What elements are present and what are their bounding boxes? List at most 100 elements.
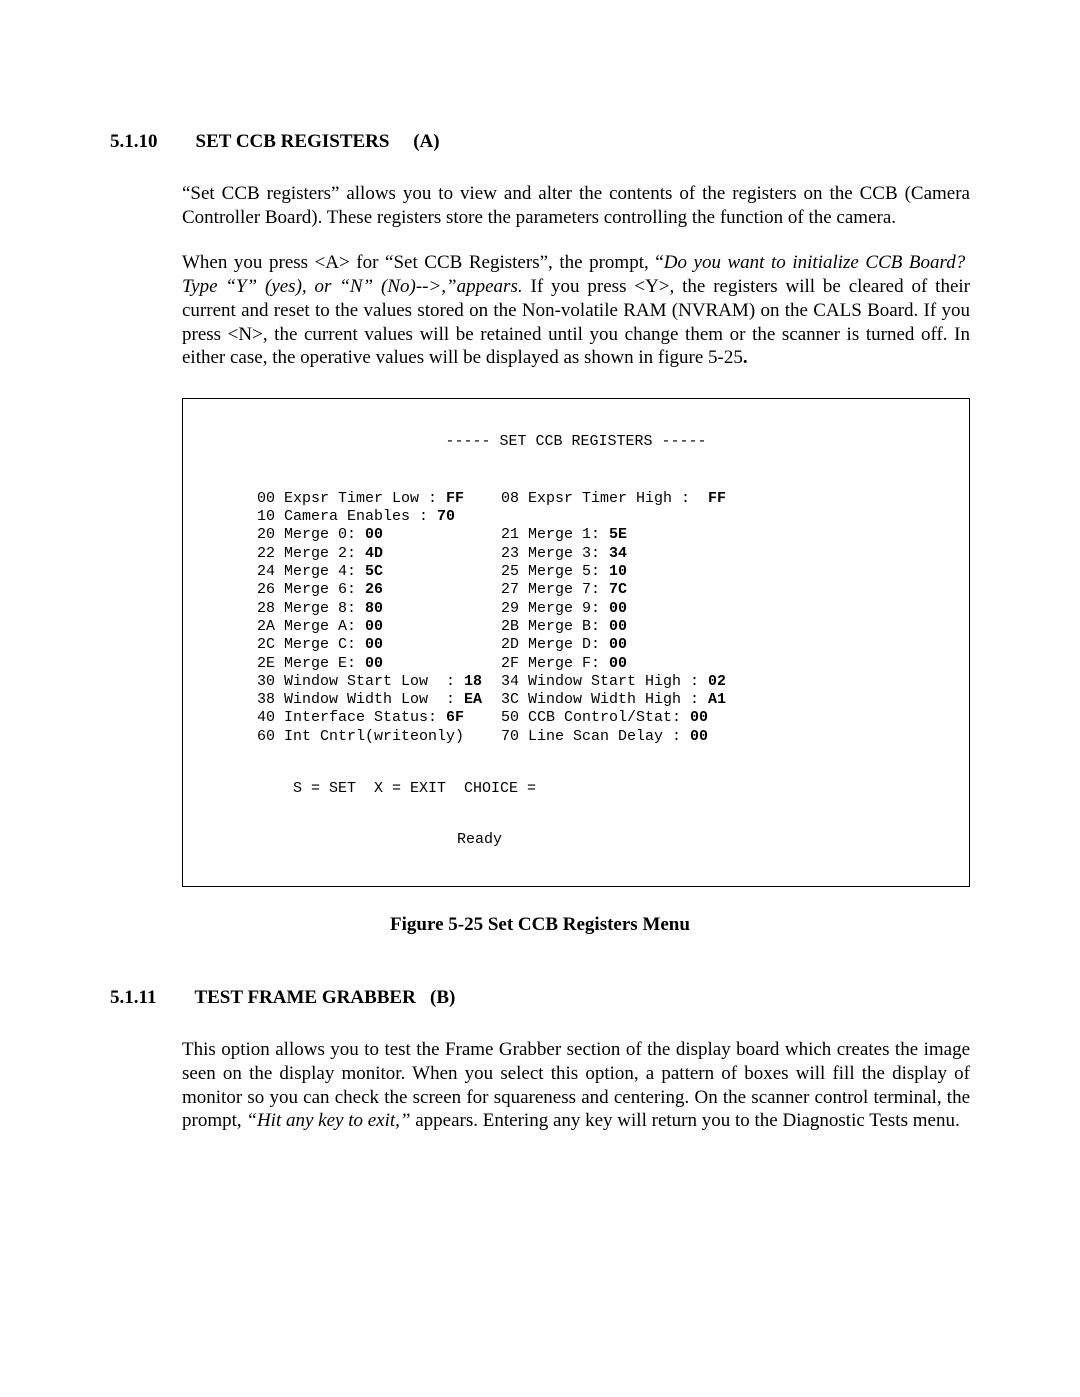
- reg-label: Merge A:: [275, 618, 365, 635]
- register-cell-left: 26 Merge 6: 26: [201, 581, 501, 599]
- reg-label: Merge F:: [519, 655, 609, 672]
- reg-addr: 60: [257, 728, 275, 745]
- register-cell-left: 30 Window Start Low : 18: [201, 673, 501, 691]
- register-cell-right: 27 Merge 7: 7C: [501, 581, 627, 599]
- register-cell-left: 38 Window Width Low : EA: [201, 691, 501, 709]
- register-row: 2C Merge C: 002D Merge D: 00: [201, 636, 951, 654]
- register-row: 30 Window Start Low : 1834 Window Start …: [201, 673, 951, 691]
- register-cell-right: 2F Merge F: 00: [501, 655, 627, 673]
- reg-label: CCB Control/Stat:: [519, 709, 690, 726]
- reg-value: FF: [446, 490, 464, 507]
- reg-addr: 23: [501, 545, 519, 562]
- register-cell-left: 2A Merge A: 00: [201, 618, 501, 636]
- register-row: 2E Merge E: 002F Merge F: 00: [201, 655, 951, 673]
- reg-addr: 40: [257, 709, 275, 726]
- reg-value: 02: [708, 673, 726, 690]
- register-cell-right: 25 Merge 5: 10: [501, 563, 627, 581]
- reg-value: 18: [464, 673, 482, 690]
- register-cell-right: 34 Window Start High : 02: [501, 673, 726, 691]
- register-cell-right: 2B Merge B: 00: [501, 618, 627, 636]
- reg-label: Camera Enables :: [275, 508, 437, 525]
- ready-status: Ready: [201, 831, 951, 849]
- reg-label: Merge 7:: [519, 581, 609, 598]
- reg-value: 00: [365, 636, 383, 653]
- reg-value: 80: [365, 600, 383, 617]
- reg-addr: 21: [501, 526, 519, 543]
- reg-label: Interface Status:: [275, 709, 446, 726]
- register-row: 24 Merge 4: 5C25 Merge 5: 10: [201, 563, 951, 581]
- reg-label: Merge C:: [275, 636, 365, 653]
- reg-addr: 26: [257, 581, 275, 598]
- choice-prompt: S = SET X = EXIT CHOICE =: [201, 780, 951, 798]
- reg-label: Window Width Low :: [275, 691, 464, 708]
- reg-label: Expsr Timer High :: [519, 490, 708, 507]
- reg-value: FF: [708, 490, 726, 507]
- heading-number: 5.1.10: [110, 130, 158, 154]
- register-cell-left: 00 Expsr Timer Low : FF: [201, 490, 501, 508]
- reg-addr: 00: [257, 490, 275, 507]
- reg-label: Merge 8:: [275, 600, 365, 617]
- register-cell-left: 22 Merge 2: 4D: [201, 545, 501, 563]
- reg-label: Merge 5:: [519, 563, 609, 580]
- para3-italic: “Hit any key to exit,”: [246, 1110, 415, 1131]
- reg-label: Line Scan Delay :: [519, 728, 690, 745]
- reg-value: 34: [609, 545, 627, 562]
- reg-label: Merge 1:: [519, 526, 609, 543]
- register-cell-right: 21 Merge 1: 5E: [501, 526, 627, 544]
- reg-addr: 50: [501, 709, 519, 726]
- reg-addr: 22: [257, 545, 275, 562]
- reg-addr: 10: [257, 508, 275, 525]
- para3-part-b: appears. Entering any key will return yo…: [415, 1110, 959, 1131]
- reg-label: Merge 6:: [275, 581, 365, 598]
- para2-part-a: When you press <A> for “Set CCB Register…: [182, 252, 664, 273]
- register-cell-right: 70 Line Scan Delay : 00: [501, 728, 708, 746]
- reg-label: Window Width High :: [519, 691, 708, 708]
- paragraph-3: This option allows you to test the Frame…: [182, 1038, 970, 1133]
- register-cell-right: 29 Merge 9: 00: [501, 600, 627, 618]
- register-row: 38 Window Width Low : EA3C Window Width …: [201, 691, 951, 709]
- reg-value: 00: [365, 526, 383, 543]
- register-cell-left: 60 Int Cntrl(writeonly): [201, 728, 501, 746]
- reg-addr: 2D: [501, 636, 519, 653]
- reg-value: 00: [365, 618, 383, 635]
- reg-label: Window Start Low :: [275, 673, 464, 690]
- register-row: 22 Merge 2: 4D23 Merge 3: 34: [201, 545, 951, 563]
- reg-label: Expsr Timer Low :: [275, 490, 446, 507]
- heading-title: TEST FRAME GRABBER (B): [194, 986, 455, 1010]
- register-cell-left: 28 Merge 8: 80: [201, 600, 501, 618]
- reg-addr: 2E: [257, 655, 275, 672]
- register-cell-right: 50 CCB Control/Stat: 00: [501, 709, 708, 727]
- reg-value: 00: [609, 618, 627, 635]
- reg-addr: 2F: [501, 655, 519, 672]
- reg-value: 7C: [609, 581, 627, 598]
- reg-addr: 25: [501, 563, 519, 580]
- reg-addr: 24: [257, 563, 275, 580]
- register-row: 20 Merge 0: 0021 Merge 1: 5E: [201, 526, 951, 544]
- reg-value: 00: [609, 636, 627, 653]
- paragraph-2: When you press <A> for “Set CCB Register…: [182, 251, 970, 370]
- reg-value: 6F: [446, 709, 464, 726]
- reg-label: Merge B:: [519, 618, 609, 635]
- reg-value: 00: [690, 728, 708, 745]
- register-row: 60 Int Cntrl(writeonly)70 Line Scan Dela…: [201, 728, 951, 746]
- reg-value: 70: [437, 508, 455, 525]
- reg-value: 00: [609, 655, 627, 672]
- section-heading-5-1-10: 5.1.10 SET CCB REGISTERS (A): [110, 130, 970, 154]
- reg-addr: 2B: [501, 618, 519, 635]
- reg-value: A1: [708, 691, 726, 708]
- reg-label: Merge 9:: [519, 600, 609, 617]
- reg-addr: 34: [501, 673, 519, 690]
- heading-title: SET CCB REGISTERS (A): [196, 130, 440, 154]
- register-rows-container: 00 Expsr Timer Low : FF08 Expsr Timer Hi…: [201, 490, 951, 746]
- reg-value: 00: [690, 709, 708, 726]
- reg-value: 00: [609, 600, 627, 617]
- reg-value: EA: [464, 691, 482, 708]
- reg-value: 5E: [609, 526, 627, 543]
- reg-label: Int Cntrl(writeonly): [275, 728, 464, 745]
- reg-addr: 2A: [257, 618, 275, 635]
- register-cell-left: 10 Camera Enables : 70: [201, 508, 501, 526]
- paragraph-1: “Set CCB registers” allows you to view a…: [182, 182, 970, 230]
- reg-addr: 27: [501, 581, 519, 598]
- reg-value: 4D: [365, 545, 383, 562]
- reg-label: Merge 0:: [275, 526, 365, 543]
